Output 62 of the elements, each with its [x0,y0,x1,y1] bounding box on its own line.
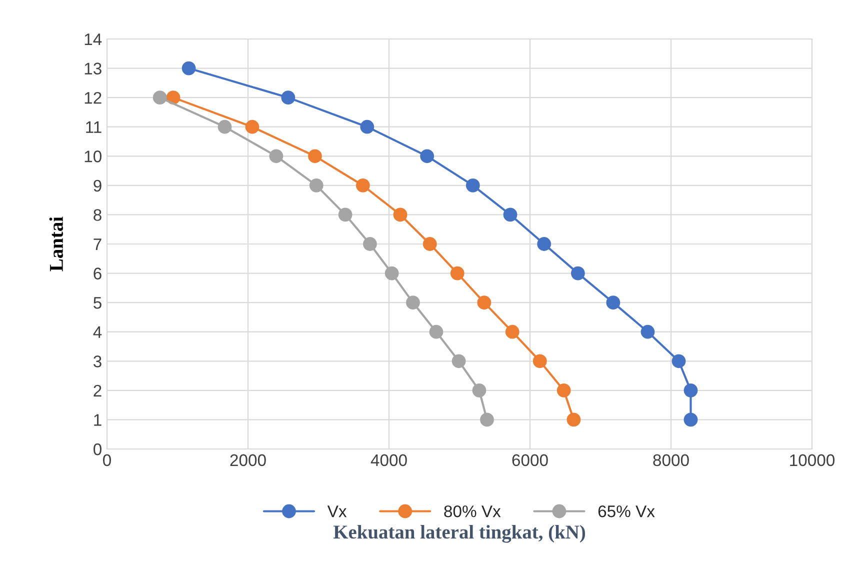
y-tick-label: 11 [86,121,102,133]
point [472,383,486,398]
point [505,324,520,339]
y-tick-label: 14 [84,34,102,46]
point [672,354,686,368]
point [338,208,352,222]
legend-label: 65% Vx [598,505,655,518]
point [309,178,324,192]
y-tick-label: 3 [94,356,102,368]
point [640,324,655,339]
point [477,296,492,310]
point [503,208,518,222]
x-tick-label: 6000 [512,454,548,466]
y-tick-label: 7 [94,238,102,250]
point [450,266,464,280]
point [218,120,232,134]
y-tick-label: 4 [93,326,102,338]
point [422,237,437,251]
y-tick-label: 6 [94,268,102,280]
point [606,296,620,310]
y-axis-title: Lantai [49,216,63,272]
point [182,61,196,76]
x-tick-label: 2000 [230,454,266,466]
point [452,354,466,368]
point [281,90,296,105]
point [384,266,399,280]
point [556,383,571,398]
y-tick-label: 13 [84,62,102,74]
point [570,266,585,280]
point [684,383,698,398]
point [363,237,377,251]
point [420,149,434,164]
point [356,178,370,192]
legend-label: 80% Vx [444,505,501,518]
point [566,412,581,427]
x-tick-label: 8000 [653,454,689,466]
y-tick-label: 1 [94,414,102,426]
x-axis-title: Kekuatan lateral tingkat, (kN) [333,524,586,543]
point [480,412,494,427]
y-tick-label: 0 [94,443,102,456]
y-tick-label: 10 [84,150,102,162]
y-tick-label: 12 [84,92,102,104]
point [466,178,480,192]
x-tick-label: 10000 [790,454,835,466]
point [684,412,698,427]
y-tick-label: 5 [94,297,102,309]
point [532,354,547,368]
y-tick-label: 2 [94,384,102,396]
point [429,324,444,339]
point [393,208,408,222]
x-tick-label: 4000 [370,454,407,466]
legend-label: Vx [327,506,347,518]
point [269,149,284,164]
point [245,120,260,134]
point [537,237,552,251]
point [406,296,420,310]
point [308,149,322,164]
y-tick-label: 8 [94,209,102,221]
x-tick-label: 0 [103,454,111,466]
point [152,90,167,105]
y-tick-label: 9 [94,180,102,192]
point [360,120,374,134]
